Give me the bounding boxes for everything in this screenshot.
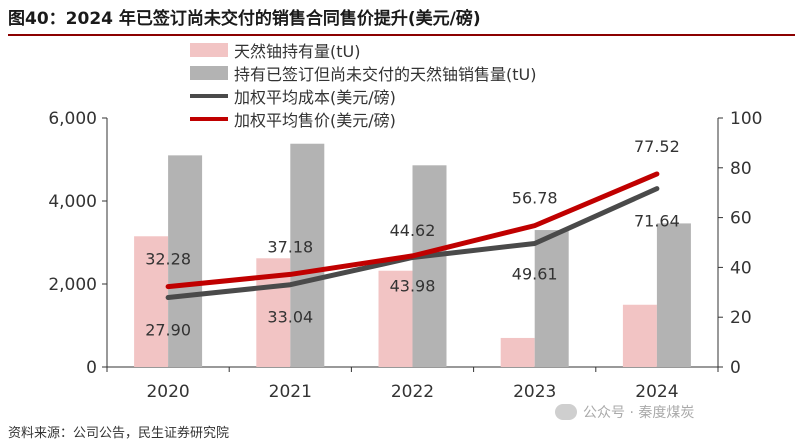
data-label-price: 56.78 xyxy=(512,189,558,208)
x-tick-label: 2020 xyxy=(146,382,189,402)
title-divider xyxy=(8,34,795,36)
x-tick-label: 2023 xyxy=(513,382,556,402)
data-label-cost: 33.04 xyxy=(267,308,313,327)
data-label-price: 44.62 xyxy=(390,221,436,240)
y-right-tick-label: 0 xyxy=(730,358,741,378)
y-right-tick-label: 80 xyxy=(730,159,752,179)
bar-contracted xyxy=(656,223,691,367)
data-label-price: 32.28 xyxy=(145,250,191,269)
legend-item-contracted: 持有已签订但尚未交付的天然铀销售量(tU) xyxy=(190,61,536,84)
x-tick-label: 2021 xyxy=(269,382,312,402)
line-price xyxy=(165,171,660,290)
legend-item-cost: 加权平均成本(美元/磅) xyxy=(190,84,536,107)
legend-item-price: 加权平均售价(美元/磅) xyxy=(190,107,536,130)
bar-contracted xyxy=(168,155,203,367)
data-label-cost: 43.98 xyxy=(390,276,436,295)
y-right-tick-label: 40 xyxy=(730,258,752,278)
y-left-tick-label: 0 xyxy=(86,358,97,378)
bar-inventory xyxy=(500,337,535,367)
watermark-text: 公众号 · 秦度煤炭 xyxy=(583,405,695,421)
bar-inventory xyxy=(622,304,657,367)
legend-line-cost xyxy=(190,93,228,98)
bar-inventory xyxy=(134,236,169,367)
data-label-cost: 49.61 xyxy=(512,264,558,283)
legend-line-price xyxy=(190,116,228,121)
y-left-tick-label: 6,000 xyxy=(48,109,97,129)
y-right-tick-label: 100 xyxy=(730,109,762,129)
legend-label-cost: 加权平均成本(美元/磅) xyxy=(234,87,396,107)
bar-contracted xyxy=(412,165,447,367)
legend-label-inventory: 天然铀持有量(tU) xyxy=(234,41,361,61)
legend-label-contracted: 持有已签订但尚未交付的天然铀销售量(tU) xyxy=(234,64,537,84)
data-label-cost: 27.90 xyxy=(145,321,191,340)
chart-title: 图40：2024 年已签订尚未交付的销售合同售价提升(美元/磅) xyxy=(8,9,481,29)
legend-swatch-contracted xyxy=(190,65,228,80)
source-note: 资料来源：公司公告，民生证券研究院 xyxy=(8,426,230,441)
y-right-tick-label: 60 xyxy=(730,209,752,229)
y-left-tick-label: 4,000 xyxy=(48,192,97,212)
chart-legend: 天然铀持有量(tU) 持有已签订但尚未交付的天然铀销售量(tU) 加权平均成本(… xyxy=(190,38,536,130)
y-right-tick-label: 20 xyxy=(730,308,752,328)
wechat-icon xyxy=(555,404,577,420)
bar-contracted xyxy=(534,230,569,367)
y-left-tick-label: 2,000 xyxy=(48,275,97,295)
watermark: 公众号 · 秦度煤炭 xyxy=(555,402,694,422)
bar-contracted xyxy=(290,143,325,367)
x-tick-label: 2024 xyxy=(635,382,678,402)
legend-item-inventory: 天然铀持有量(tU) xyxy=(190,38,536,61)
data-label-price: 37.18 xyxy=(267,237,313,256)
legend-label-price: 加权平均售价(美元/磅) xyxy=(234,110,396,130)
legend-swatch-inventory xyxy=(190,42,228,57)
bar-inventory xyxy=(378,270,413,367)
x-tick-label: 2022 xyxy=(391,382,434,402)
data-label-price: 77.52 xyxy=(634,137,680,156)
data-label-cost: 71.64 xyxy=(634,212,680,231)
